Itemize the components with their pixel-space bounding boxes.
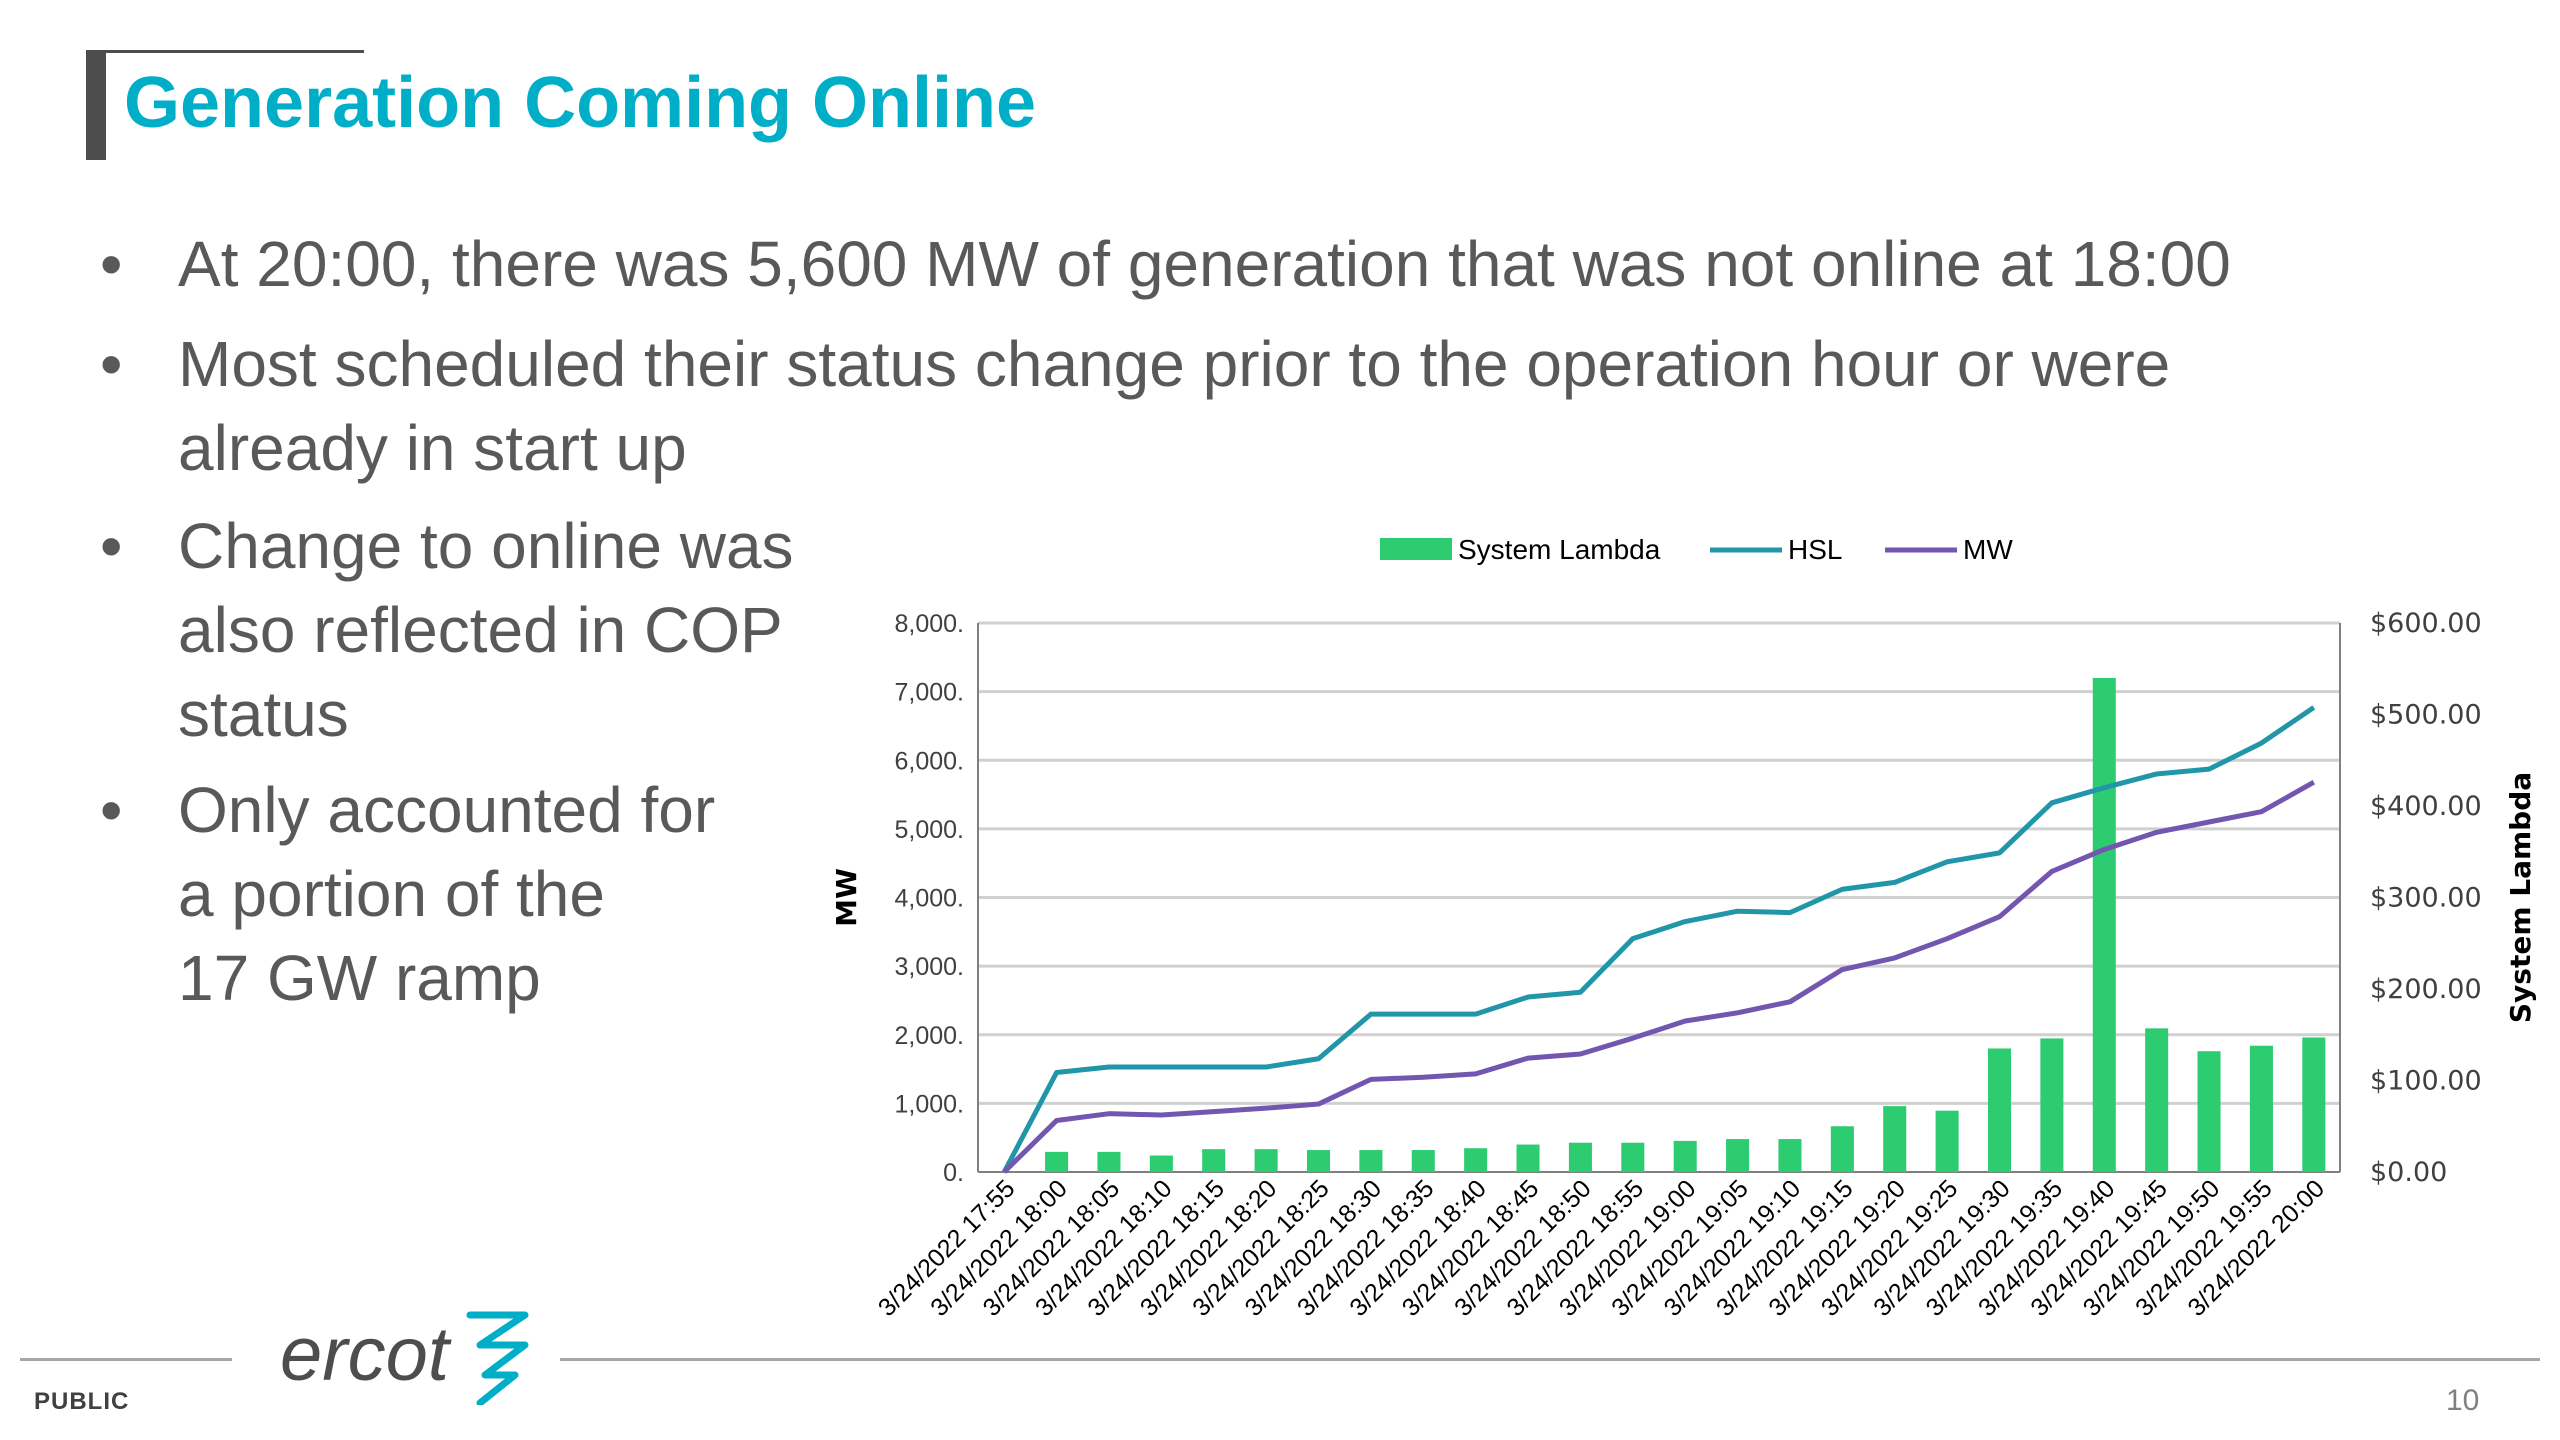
ercot-logo-text: ercot [280, 1312, 452, 1397]
bar-system-lambda [1987, 1048, 2012, 1172]
bar-system-lambda [2249, 1045, 2273, 1172]
right-axis-tick-label: $300.00 [2370, 883, 2482, 914]
bullet-line: 17 GW ramp [178, 942, 541, 1014]
page-number: 10 [2446, 1384, 2480, 1417]
legend-label: System Lambda [1458, 534, 1661, 565]
bullet-marker: • [100, 774, 123, 846]
right-axis-tick-label: $500.00 [2370, 700, 2482, 731]
slide-title: Generation Coming Online [124, 63, 1037, 143]
bar-system-lambda [1830, 1126, 1854, 1172]
bar-system-lambda [1359, 1150, 1383, 1172]
bar-system-lambda [1935, 1110, 1959, 1172]
bar-system-lambda [1883, 1106, 1907, 1172]
bar-system-lambda [1516, 1144, 1540, 1172]
bar-system-lambda [2197, 1051, 2221, 1172]
bar-system-lambda [1149, 1155, 1173, 1172]
bar-system-lambda [2092, 677, 2116, 1172]
right-axis-tick-label: $600.00 [2370, 608, 2482, 639]
left-axis-tick-label: 1,000. [894, 1090, 964, 1118]
left-axis-tick-label: 5,000. [894, 816, 964, 844]
footer-divider-left [20, 1358, 232, 1361]
bar-system-lambda [1464, 1148, 1488, 1172]
bullet-marker: • [100, 328, 123, 400]
line-mw [1002, 780, 2316, 1174]
bar-system-lambda [1673, 1140, 1697, 1172]
bullet-line: also reflected in COP [178, 594, 783, 666]
right-axis-title: System Lambda [2504, 772, 2537, 1023]
bar-system-lambda [1726, 1139, 1750, 1172]
line-hsl [1001, 705, 2316, 1174]
bullet-line: At 20:00, there was 5,600 MW of generati… [178, 228, 2231, 300]
bullet-text: Most scheduled their status change prior… [178, 322, 2170, 490]
bar-system-lambda [2302, 1037, 2326, 1172]
right-axis-tick-label: $400.00 [2370, 791, 2482, 822]
bar-system-lambda [1778, 1139, 1802, 1172]
left-axis-tick-label: 3,000. [894, 953, 964, 981]
bar-system-lambda [1306, 1150, 1331, 1172]
classification-label: PUBLIC [34, 1388, 130, 1415]
right-axis-tick-label: $100.00 [2370, 1066, 2482, 1097]
footer-divider-right [560, 1358, 2540, 1361]
bar-system-lambda [1097, 1151, 1121, 1172]
bullet-marker: • [100, 510, 123, 582]
bullet-marker: • [100, 228, 123, 300]
bullet-line: already in start up [178, 412, 687, 484]
bar-system-lambda [1045, 1151, 1069, 1172]
title-accent-bar [86, 52, 106, 160]
bar-system-lambda [1202, 1149, 1226, 1172]
left-axis-tick-label: 4,000. [894, 885, 964, 913]
bar-system-lambda [2145, 1028, 2169, 1172]
bullet-text: At 20:00, there was 5,600 MW of generati… [178, 222, 2231, 306]
bullet-line: status [178, 678, 349, 750]
left-axis-tick-label: 6,000. [894, 747, 964, 775]
lightning-icon [466, 1311, 529, 1405]
bullet-line: Most scheduled their status change prior… [178, 328, 2171, 400]
ercot-logo: ercot [280, 1311, 529, 1405]
generation-chart: 0. 1,000. 2,000. 3,000. 4,000. 5,000. 6,000. 7,… [830, 534, 2537, 1322]
bar-system-lambda [1568, 1142, 1592, 1172]
legend-label: MW [1963, 534, 2013, 565]
legend-label: HSL [1788, 534, 1842, 565]
bullet-line: Only accounted for [178, 774, 716, 846]
bar-system-lambda [1621, 1142, 1645, 1172]
bar-system-lambda [1254, 1149, 1278, 1172]
right-axis-tick-label: $200.00 [2370, 974, 2482, 1005]
bullet-text: Change to online was also reflected in C… [178, 504, 794, 756]
left-axis-tick-label: 7,000. [894, 679, 964, 707]
bullet-line: Change to online was [178, 510, 794, 582]
legend-swatch [1380, 538, 1452, 560]
bar-system-lambda [2040, 1038, 2064, 1172]
bullet-line: a portion of the [178, 858, 605, 930]
left-axis-tick-label: 2,000. [894, 1022, 964, 1050]
left-axis-tick-label: 0. [943, 1159, 964, 1187]
title-accent-line [86, 50, 364, 53]
left-axis-tick-label: 8,000. [894, 610, 964, 638]
left-axis-title: MW [830, 868, 863, 927]
bullet-text: Only accounted for a portion of the 17 G… [178, 768, 715, 1020]
bar-system-lambda [1411, 1150, 1435, 1172]
right-axis-tick-label: $0.00 [2370, 1157, 2447, 1188]
